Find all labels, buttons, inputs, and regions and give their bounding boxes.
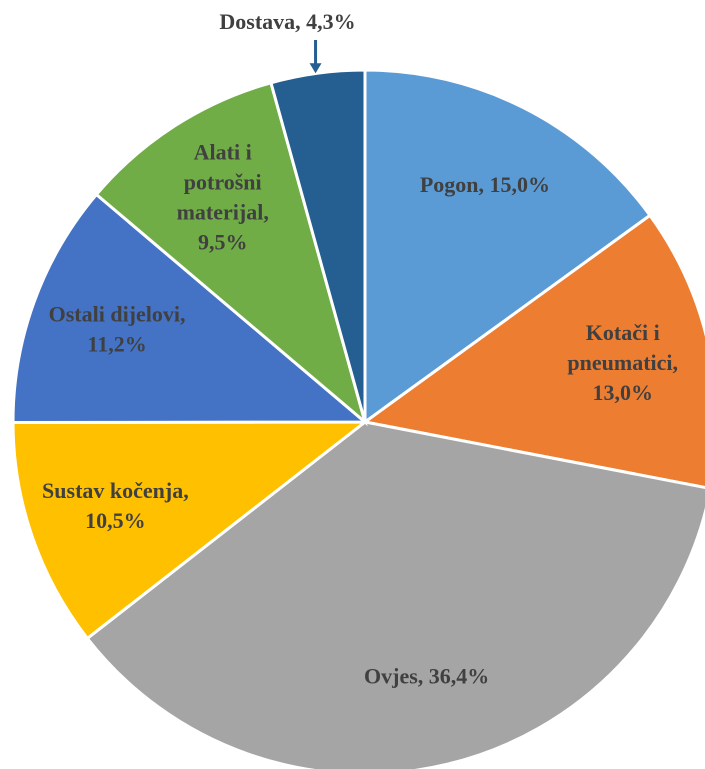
- label-line: Dostava, 4,3%: [219, 9, 355, 34]
- pie-slice: [85, 420, 705, 769]
- data-label: Ostali dijelovi, 11,2%: [49, 301, 186, 356]
- label-line: Sustav kočenja,: [42, 478, 189, 503]
- data-label: Alati i potrošni materijal, 9,5%: [177, 140, 269, 255]
- label-line: Ostali dijelovi,: [49, 301, 186, 326]
- label-line: Alati i: [194, 140, 252, 165]
- pie-slice: [269, 68, 367, 423]
- data-label: Pogon, 15,0%: [420, 172, 550, 197]
- label-line: Ovjes, 36,4%: [364, 664, 489, 689]
- label-line: pneumatici,: [567, 350, 678, 375]
- pie-slice: [11, 420, 370, 641]
- data-label: Dostava, 4,3%: [219, 9, 355, 34]
- label-line: 11,2%: [87, 331, 146, 356]
- label-line: 9,5%: [198, 230, 248, 255]
- label-line: potrošni: [184, 170, 262, 195]
- label-line: 13,0%: [592, 380, 653, 405]
- data-label: Sustav kočenja, 10,5%: [42, 478, 189, 533]
- arrow-head: [309, 63, 322, 74]
- label-line: materijal,: [177, 200, 269, 225]
- pie-slice: [363, 68, 653, 425]
- pie-slice: [11, 192, 370, 425]
- data-label: Ovjes, 36,4%: [364, 664, 489, 689]
- data-label: Kotači i pneumatici, 13,0%: [567, 320, 678, 405]
- label-line: 10,5%: [85, 508, 146, 533]
- pie-slice: [94, 80, 368, 427]
- label-line: Kotači i: [586, 320, 660, 345]
- label-line: Pogon, 15,0%: [420, 172, 550, 197]
- pie-slice: [361, 213, 705, 490]
